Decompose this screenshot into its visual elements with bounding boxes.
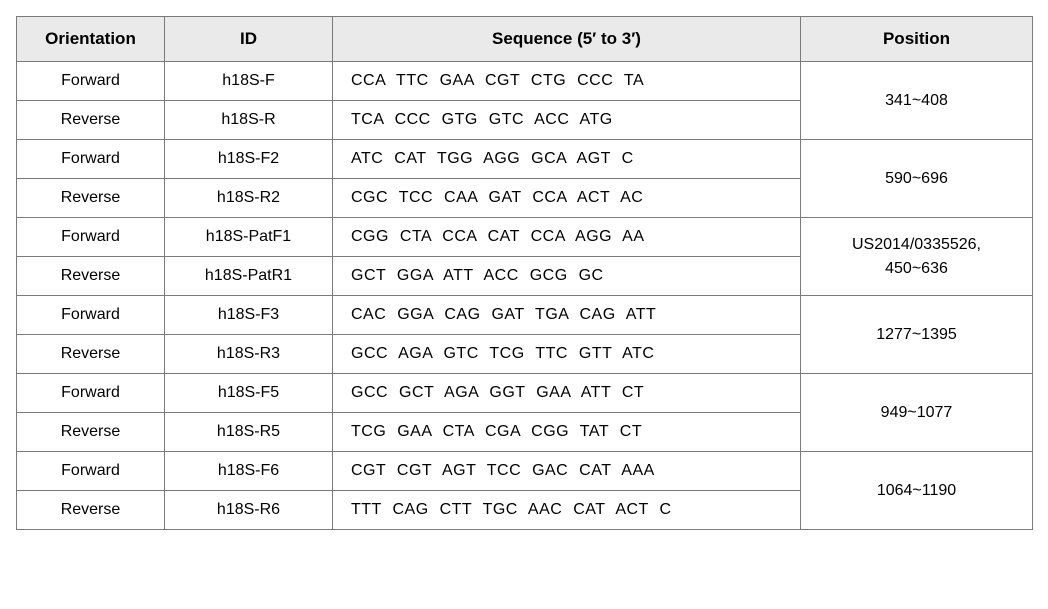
id-cell: h18S-F3 [165,296,333,335]
orientation-cell: Forward [17,62,165,101]
sequence-cell: CGC TCC CAA GAT CCA ACT AC [333,179,801,218]
id-cell: h18S-R5 [165,413,333,452]
id-cell: h18S-R2 [165,179,333,218]
position-cell: 949~1077 [801,374,1033,452]
position-cell: 1064~1190 [801,452,1033,530]
id-cell: h18S-F2 [165,140,333,179]
orientation-cell: Reverse [17,101,165,140]
table-row: Forward h18S-PatF1 CGG CTA CCA CAT CCA A… [17,218,1033,257]
col-header-orientation: Orientation [17,17,165,62]
table-row: Forward h18S-F2 ATC CAT TGG AGG GCA AGT … [17,140,1033,179]
position-cell: 1277~1395 [801,296,1033,374]
table-row: Forward h18S-F3 CAC GGA CAG GAT TGA CAG … [17,296,1033,335]
col-header-position: Position [801,17,1033,62]
sequence-cell: TCG GAA CTA CGA CGG TAT CT [333,413,801,452]
id-cell: h18S-R [165,101,333,140]
table-header-row: Orientation ID Sequence (5′ to 3′) Posit… [17,17,1033,62]
sequence-cell: ATC CAT TGG AGG GCA AGT C [333,140,801,179]
table-row: Forward h18S-F6 CGT CGT AGT TCC GAC CAT … [17,452,1033,491]
sequence-cell: TTT CAG CTT TGC AAC CAT ACT C [333,491,801,530]
sequence-cell: CCA TTC GAA CGT CTG CCC TA [333,62,801,101]
orientation-cell: Forward [17,452,165,491]
sequence-cell: GCC GCT AGA GGT GAA ATT CT [333,374,801,413]
table-row: Forward h18S-F CCA TTC GAA CGT CTG CCC T… [17,62,1033,101]
orientation-cell: Reverse [17,491,165,530]
orientation-cell: Reverse [17,179,165,218]
col-header-id: ID [165,17,333,62]
position-cell: US2014/0335526,450~636 [801,218,1033,296]
sequence-cell: TCA CCC GTG GTC ACC ATG [333,101,801,140]
id-cell: h18S-PatF1 [165,218,333,257]
id-cell: h18S-F5 [165,374,333,413]
sequence-cell: GCT GGA ATT ACC GCG GC [333,257,801,296]
primer-table: Orientation ID Sequence (5′ to 3′) Posit… [16,16,1033,530]
id-cell: h18S-PatR1 [165,257,333,296]
sequence-cell: GCC AGA GTC TCG TTC GTT ATC [333,335,801,374]
sequence-cell: CGG CTA CCA CAT CCA AGG AA [333,218,801,257]
orientation-cell: Forward [17,140,165,179]
orientation-cell: Forward [17,296,165,335]
id-cell: h18S-F6 [165,452,333,491]
orientation-cell: Reverse [17,335,165,374]
position-cell: 341~408 [801,62,1033,140]
orientation-cell: Forward [17,218,165,257]
sequence-cell: CGT CGT AGT TCC GAC CAT AAA [333,452,801,491]
orientation-cell: Reverse [17,257,165,296]
table-body: Forward h18S-F CCA TTC GAA CGT CTG CCC T… [17,62,1033,530]
orientation-cell: Forward [17,374,165,413]
id-cell: h18S-R3 [165,335,333,374]
orientation-cell: Reverse [17,413,165,452]
id-cell: h18S-F [165,62,333,101]
table-row: Forward h18S-F5 GCC GCT AGA GGT GAA ATT … [17,374,1033,413]
id-cell: h18S-R6 [165,491,333,530]
col-header-sequence: Sequence (5′ to 3′) [333,17,801,62]
position-cell: 590~696 [801,140,1033,218]
sequence-cell: CAC GGA CAG GAT TGA CAG ATT [333,296,801,335]
